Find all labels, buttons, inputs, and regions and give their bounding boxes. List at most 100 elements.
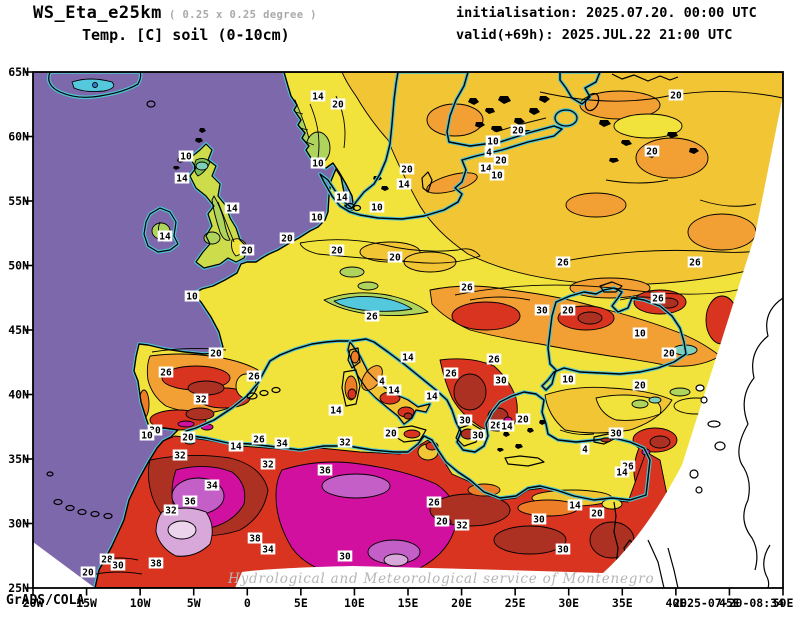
grid-resolution: ( 0.25 x 0.25 degree ): [169, 9, 317, 21]
contour-labels: 1420102014101410201042014102020101414142…: [80, 89, 703, 579]
lon-tick-label: 10W: [130, 596, 151, 610]
contour-value-label: 10: [487, 137, 499, 148]
sardinia-corsica: [341, 347, 361, 407]
contour-value-label: 14: [426, 392, 438, 403]
contour-value-label: 14: [480, 164, 492, 175]
contour-value-label: 14: [312, 92, 324, 103]
contour-value-label: 32: [339, 438, 350, 449]
contour-value-label: 20: [634, 381, 646, 392]
lat-tick-label: 65N: [8, 65, 29, 79]
contour-value-label: 14: [501, 422, 513, 433]
canary-islands: [46, 471, 113, 520]
contour-value-label: 34: [276, 439, 288, 450]
initialisation-line: initialisation: 2025.07.20. 00:00 UTC: [456, 5, 757, 21]
contour-value-label: 14: [402, 353, 414, 364]
contour-value-label: 36: [319, 466, 331, 477]
lon-tick-label: 35E: [612, 596, 633, 610]
lat-tick-label: 45N: [8, 323, 29, 337]
contour-value-label: 20: [512, 126, 524, 137]
contour-value-label: 10: [180, 152, 192, 163]
balearic-islands: [246, 386, 281, 400]
contour-value-label: 34: [262, 545, 274, 556]
lon-tick-label: 20E: [451, 596, 472, 610]
contour-value-label: 30: [339, 552, 351, 563]
contour-value-label: 10: [141, 431, 153, 442]
model-name: WS_Eta_e25km: [33, 3, 162, 23]
contour-value-label: 14: [159, 232, 171, 243]
lon-tick-label: 50E: [773, 596, 794, 610]
contour-value-label: 32: [195, 395, 206, 406]
contour-value-label: 10: [634, 329, 646, 340]
contour-value-label: 30: [610, 429, 622, 440]
lat-tick-label: 55N: [8, 194, 29, 208]
contour-value-label: 20: [182, 433, 194, 444]
contour-value-label: 10: [491, 171, 503, 182]
contour-value-label: 26: [253, 435, 265, 446]
lon-tick-label: 40E: [665, 596, 686, 610]
mediterranean-sea: [184, 337, 652, 502]
danish-isles: [345, 202, 362, 212]
contour-value-label: 20: [401, 165, 413, 176]
creation-timestamp: 2025-07-20-08:34: [673, 596, 784, 610]
crete: [504, 455, 545, 467]
contour-value-label: 10: [371, 203, 383, 214]
contour-value-label: 14: [226, 204, 238, 215]
contour-value-label: 4: [582, 445, 588, 456]
valid-label: valid(+69h):: [456, 27, 554, 43]
latitude-axis: 65N 60N 55N 50N 45N 40N 35N 30N 25N: [8, 65, 33, 595]
contour-value-label: 14: [230, 442, 242, 453]
lat-tick-label: 25N: [8, 581, 29, 595]
lakes-and-islets: [294, 73, 699, 191]
lon-tick-label: 10E: [344, 596, 365, 610]
valid-line: valid(+69h): 2025.JUL.22 21:00 UTC: [456, 27, 732, 43]
cyprus: [593, 433, 617, 445]
contour-value-label: 26: [428, 498, 440, 509]
variable-title: Temp. [C] soil (0-10cm): [82, 26, 290, 44]
lon-tick-label: 5E: [294, 596, 308, 610]
contour-value-label: 30: [459, 416, 471, 427]
contour-value-label: 26: [445, 369, 457, 380]
contour-value-label: 20: [331, 246, 343, 257]
contour-value-label: 20: [670, 91, 682, 102]
contour-value-label: 26: [248, 372, 260, 383]
contour-value-label: 26: [689, 258, 701, 269]
contour-value-label: 26: [490, 421, 502, 432]
contour-value-label: 32: [165, 506, 176, 517]
valid-value: 2025.JUL.22 21:00 UTC: [561, 27, 733, 43]
contour-value-label: 10: [311, 213, 323, 224]
contour-value-label: 30: [495, 376, 507, 387]
contour-value-label: 38: [249, 534, 261, 545]
contour-value-label: 20: [241, 246, 253, 257]
lat-tick-label: 35N: [8, 452, 29, 466]
lon-tick-label: 25E: [505, 596, 526, 610]
contour-value-label: 26: [652, 294, 664, 305]
contour-value-label: 32: [174, 451, 185, 462]
longitude-axis: 20W 15W 10W 5W 0 5E 10E 15E 20E 25E 30E 35E 40E 45E 50…: [23, 588, 794, 610]
lat-tick-label: 50N: [8, 259, 29, 273]
contour-value-label: 14: [330, 406, 342, 417]
contour-value-label: 20: [591, 509, 603, 520]
contour-value-label: 14: [336, 193, 348, 204]
contour-value-label: 14: [398, 180, 410, 191]
coastlines-outside-domain: [647, 297, 783, 588]
contour-value-label: 20: [562, 306, 574, 317]
contour-value-label: 30: [472, 431, 484, 442]
contour-value-label: 20: [663, 349, 675, 360]
mainland: [93, 72, 783, 588]
lon-tick-label: 15W: [76, 596, 97, 610]
lon-tick-label: 0: [244, 596, 251, 610]
contour-value-label: 20: [389, 253, 401, 264]
contour-value-label: 20: [517, 415, 529, 426]
contour-value-label: 14: [616, 468, 628, 479]
lon-tick-label: 5W: [187, 596, 201, 610]
domain-boundary-white: [33, 95, 783, 588]
contour-value-label: 32: [456, 521, 467, 532]
contour-value-label: 28: [101, 555, 113, 566]
contour-value-label: 26: [160, 368, 172, 379]
contour-value-label: 32: [262, 460, 273, 471]
contour-value-label: 20: [495, 156, 507, 167]
contour-value-label: 10: [562, 375, 574, 386]
contour-value-label: 10: [186, 292, 198, 303]
init-value: 2025.07.20. 00:00 UTC: [586, 5, 757, 21]
contour-value-label: 20: [210, 349, 222, 360]
